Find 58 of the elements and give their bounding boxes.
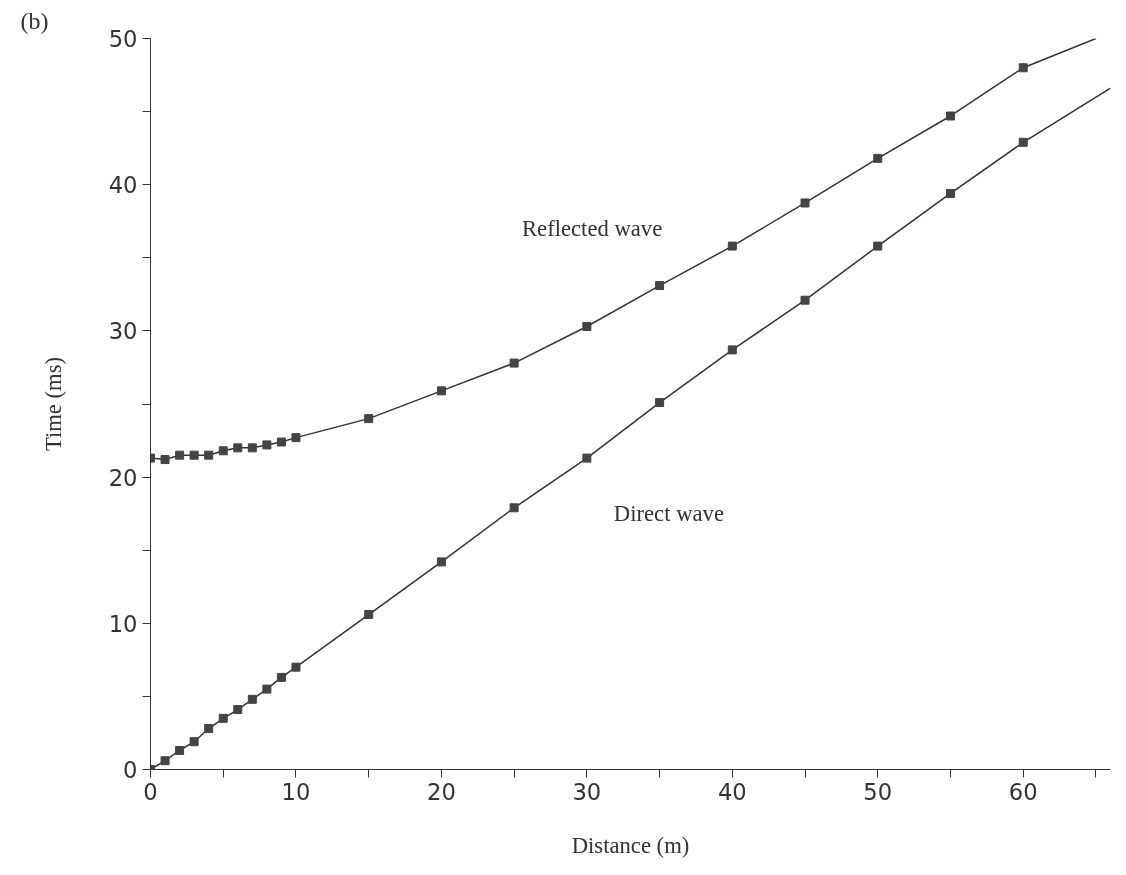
point — [873, 241, 883, 251]
y-tick-label: 10 — [108, 610, 138, 637]
point — [655, 281, 665, 291]
point — [262, 684, 272, 694]
point — [1018, 63, 1028, 73]
point — [364, 414, 374, 424]
point — [262, 440, 272, 450]
x-tick-label: 40 — [717, 778, 747, 805]
point — [189, 450, 199, 460]
point — [218, 446, 228, 456]
point — [204, 724, 214, 734]
x-tick-label: 60 — [1008, 778, 1038, 805]
point — [509, 358, 519, 368]
y-tick-label: 40 — [108, 172, 138, 199]
annotation: Reflected wave — [521, 216, 663, 242]
point — [800, 295, 810, 305]
point — [873, 153, 883, 163]
x-tick-label: 50 — [863, 778, 893, 805]
point — [218, 713, 228, 723]
x-axis-title: Distance (m) — [571, 832, 690, 858]
y-tick-label: 0 — [123, 757, 138, 783]
point — [364, 610, 374, 620]
point — [727, 345, 737, 355]
point — [160, 756, 170, 766]
point — [233, 443, 243, 453]
point — [247, 443, 257, 453]
point — [800, 198, 810, 208]
point — [582, 453, 592, 463]
y-tick-label: 20 — [108, 464, 138, 491]
point — [946, 188, 955, 198]
point — [204, 450, 214, 460]
y-axis-title: Time (ms) — [40, 356, 66, 452]
annotation: Direct wave — [613, 501, 724, 527]
x-tick-label: 30 — [572, 778, 602, 805]
point — [946, 111, 955, 121]
point — [189, 737, 199, 747]
point — [727, 241, 737, 251]
point — [655, 398, 665, 408]
point — [436, 557, 446, 567]
point — [436, 386, 446, 396]
point — [291, 662, 301, 672]
x-tick-label: 0 — [143, 778, 158, 805]
point — [1018, 137, 1028, 147]
point — [247, 694, 257, 704]
point — [233, 705, 243, 715]
point — [291, 433, 301, 443]
point — [276, 437, 286, 447]
point — [160, 455, 170, 465]
point — [276, 672, 286, 682]
x-tick-label: 10 — [281, 778, 311, 805]
text: (b) — [20, 7, 49, 34]
y-tick-label: 30 — [108, 318, 138, 345]
point — [175, 450, 185, 460]
point — [509, 503, 519, 513]
point — [175, 745, 185, 755]
y-tick-label: 50 — [108, 26, 138, 52]
point — [582, 322, 592, 332]
x-tick-label: 20 — [426, 778, 456, 805]
